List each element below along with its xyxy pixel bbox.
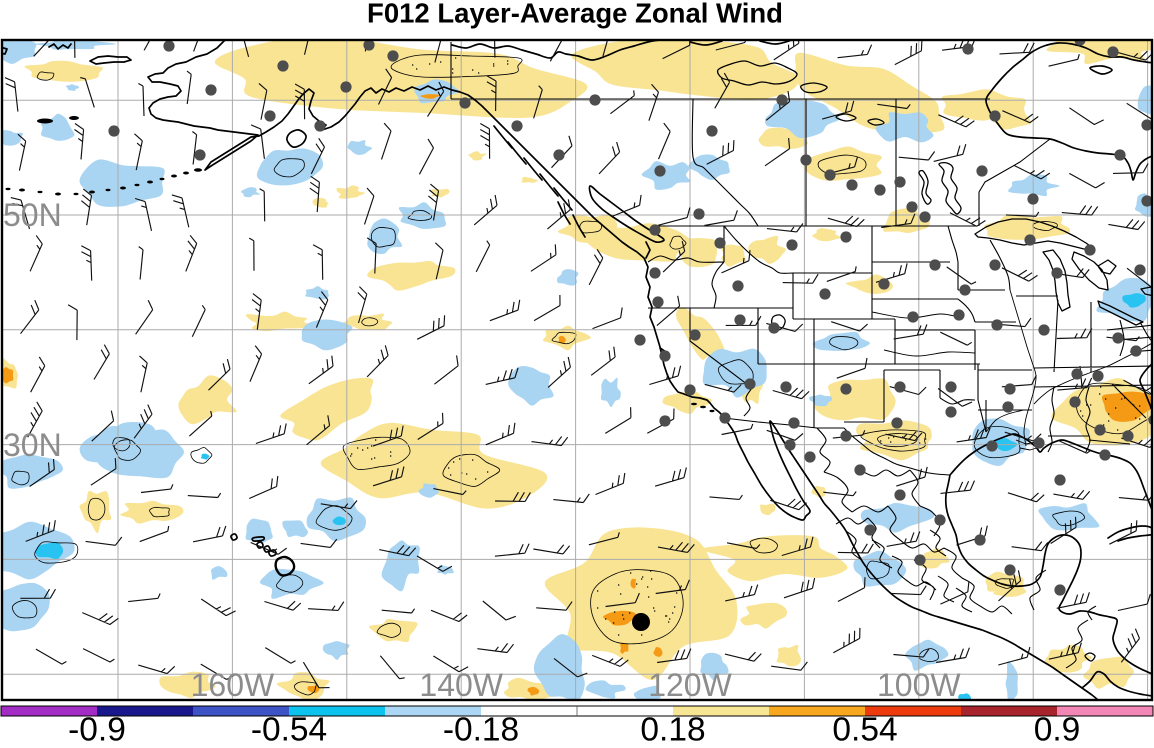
svg-text:160W: 160W bbox=[191, 667, 275, 703]
svg-text:0.9: 0.9 bbox=[1034, 712, 1081, 744]
svg-text:30N: 30N bbox=[3, 427, 62, 463]
svg-text:0.54: 0.54 bbox=[832, 712, 897, 744]
svg-text:100W: 100W bbox=[877, 667, 961, 703]
svg-text:0.18: 0.18 bbox=[640, 712, 705, 744]
svg-text:-0.54: -0.54 bbox=[251, 712, 327, 744]
svg-text:140W: 140W bbox=[419, 667, 503, 703]
svg-text:120W: 120W bbox=[648, 667, 732, 703]
svg-text:-0.9: -0.9 bbox=[68, 712, 126, 744]
svg-text:F012 Layer-Average Zonal Wind: F012 Layer-Average Zonal Wind bbox=[367, 0, 783, 29]
svg-text:-0.18: -0.18 bbox=[443, 712, 519, 744]
svg-text:50N: 50N bbox=[3, 197, 62, 233]
